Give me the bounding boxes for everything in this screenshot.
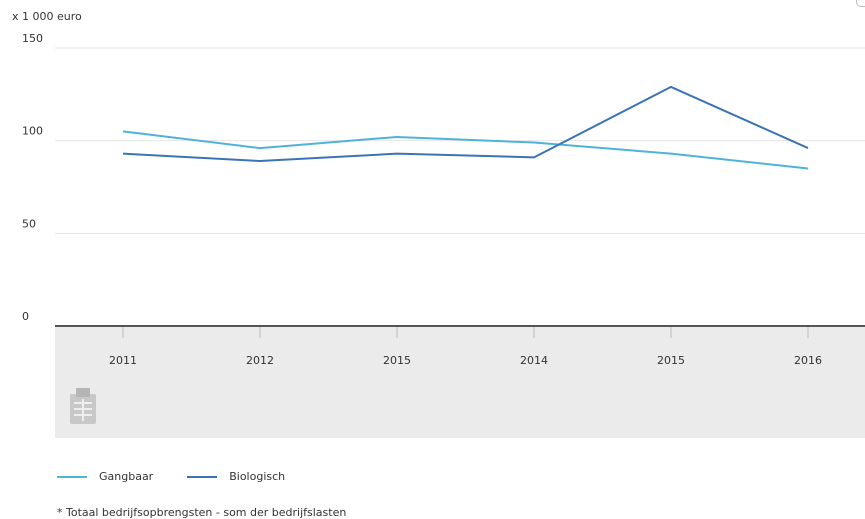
x-tick-label: 2015 <box>657 354 685 367</box>
legend-swatch-gangbaar <box>57 475 87 478</box>
y-tick-label: 50 <box>22 217 36 230</box>
legend-item-biologisch[interactable]: Biologisch <box>187 470 285 483</box>
legend-swatch-biologisch <box>187 475 218 478</box>
legend-label-gangbaar: Gangbaar <box>99 470 154 483</box>
x-tick-label: 2014 <box>520 354 548 367</box>
x-tick-label: 2015 <box>383 354 411 367</box>
y-tick-label: 150 <box>22 32 43 45</box>
y-tick-label: 100 <box>22 125 43 138</box>
legend: Gangbaar Biologisch <box>57 470 319 483</box>
data-point-biologisch[interactable] <box>668 84 674 90</box>
x-tick-label: 2012 <box>246 354 274 367</box>
table-icon[interactable] <box>70 388 96 424</box>
data-point-biologisch[interactable] <box>257 158 263 164</box>
data-point-biologisch[interactable] <box>120 151 126 157</box>
x-tick-label: 2016 <box>794 354 822 367</box>
x-axis-band <box>55 326 865 438</box>
data-point-gangbaar[interactable] <box>805 165 811 171</box>
data-point-gangbaar[interactable] <box>120 128 126 134</box>
data-point-biologisch[interactable] <box>805 145 811 151</box>
data-point-gangbaar[interactable] <box>257 145 263 151</box>
corner-mark <box>856 0 865 7</box>
legend-item-gangbaar[interactable]: Gangbaar <box>57 470 153 483</box>
series-line-gangbaar[interactable] <box>122 130 809 170</box>
x-tick-label: 2011 <box>109 354 137 367</box>
data-point-biologisch[interactable] <box>531 154 537 160</box>
data-point-gangbaar[interactable] <box>668 151 674 157</box>
footnote: * Totaal bedrijfsopbrengsten - som der b… <box>57 506 347 519</box>
legend-label-biologisch: Biologisch <box>229 470 286 483</box>
data-point-gangbaar[interactable] <box>394 134 400 140</box>
y-tick-label: 0 <box>22 310 29 323</box>
data-point-gangbaar[interactable] <box>531 140 537 146</box>
series-line-biologisch[interactable] <box>122 85 809 163</box>
data-point-biologisch[interactable] <box>394 151 400 157</box>
y-unit-label: x 1 000 euro <box>12 10 82 23</box>
